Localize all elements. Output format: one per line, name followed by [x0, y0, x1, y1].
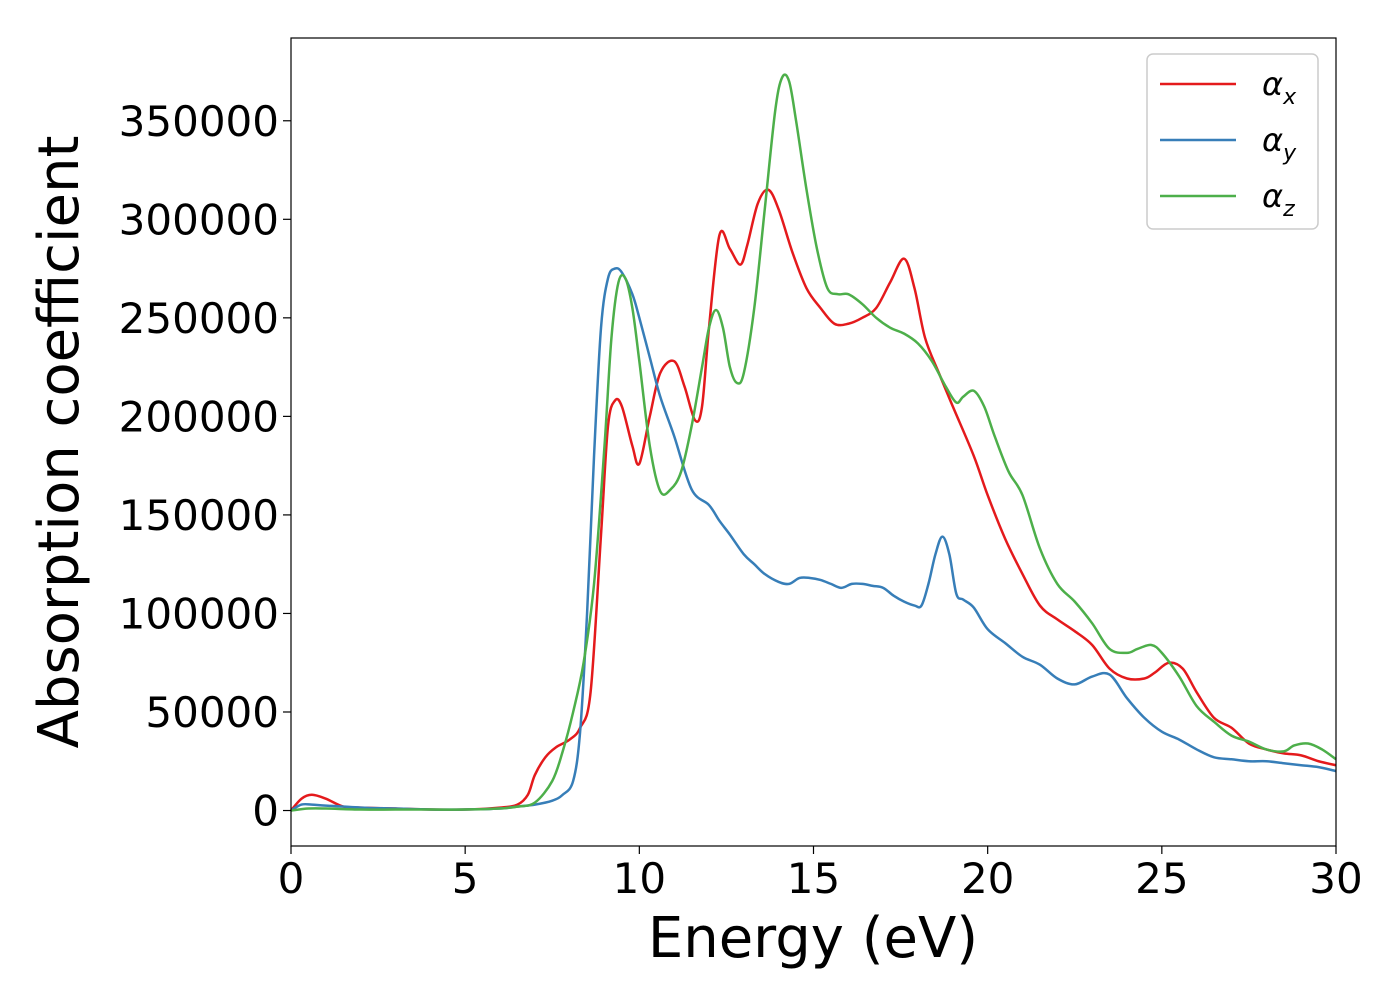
y-tick-label: 300000 [119, 195, 279, 244]
x-tick-label: 25 [1135, 854, 1188, 903]
y-tick-label: 100000 [119, 589, 279, 638]
legend: αx αy αz [1146, 53, 1319, 230]
series-line-x [290, 188, 1337, 812]
y-axis: 0 50000 100000 150000 200000 250000 300000 3500… [119, 97, 291, 836]
y-tick-label: 200000 [119, 392, 279, 441]
series-line-y [290, 266, 1337, 812]
y-tick-label: 0 [252, 787, 279, 836]
x-tick-label: 5 [452, 854, 479, 903]
y-tick-label: 50000 [145, 688, 279, 737]
x-tick-label: 15 [787, 854, 840, 903]
x-tick-label: 10 [613, 854, 666, 903]
y-tick-label: 150000 [119, 491, 279, 540]
series-line-z [290, 73, 1337, 812]
legend-box [1146, 53, 1319, 230]
series-layer [290, 73, 1337, 812]
x-tick-label: 20 [961, 854, 1014, 903]
y-axis-title: Absorption coefficient [27, 136, 92, 749]
legend-label-z: αz [1262, 177, 1295, 222]
x-axis: 0 5 10 15 20 25 30 [278, 846, 1363, 903]
x-tick-label: 0 [278, 854, 305, 903]
legend-label-x: αx [1262, 65, 1297, 110]
y-tick-label: 250000 [119, 294, 279, 343]
x-axis-title: Energy (eV) [648, 906, 978, 971]
legend-label-y: αy [1262, 121, 1297, 166]
y-tick-label: 350000 [119, 97, 279, 146]
x-tick-label: 30 [1309, 854, 1362, 903]
